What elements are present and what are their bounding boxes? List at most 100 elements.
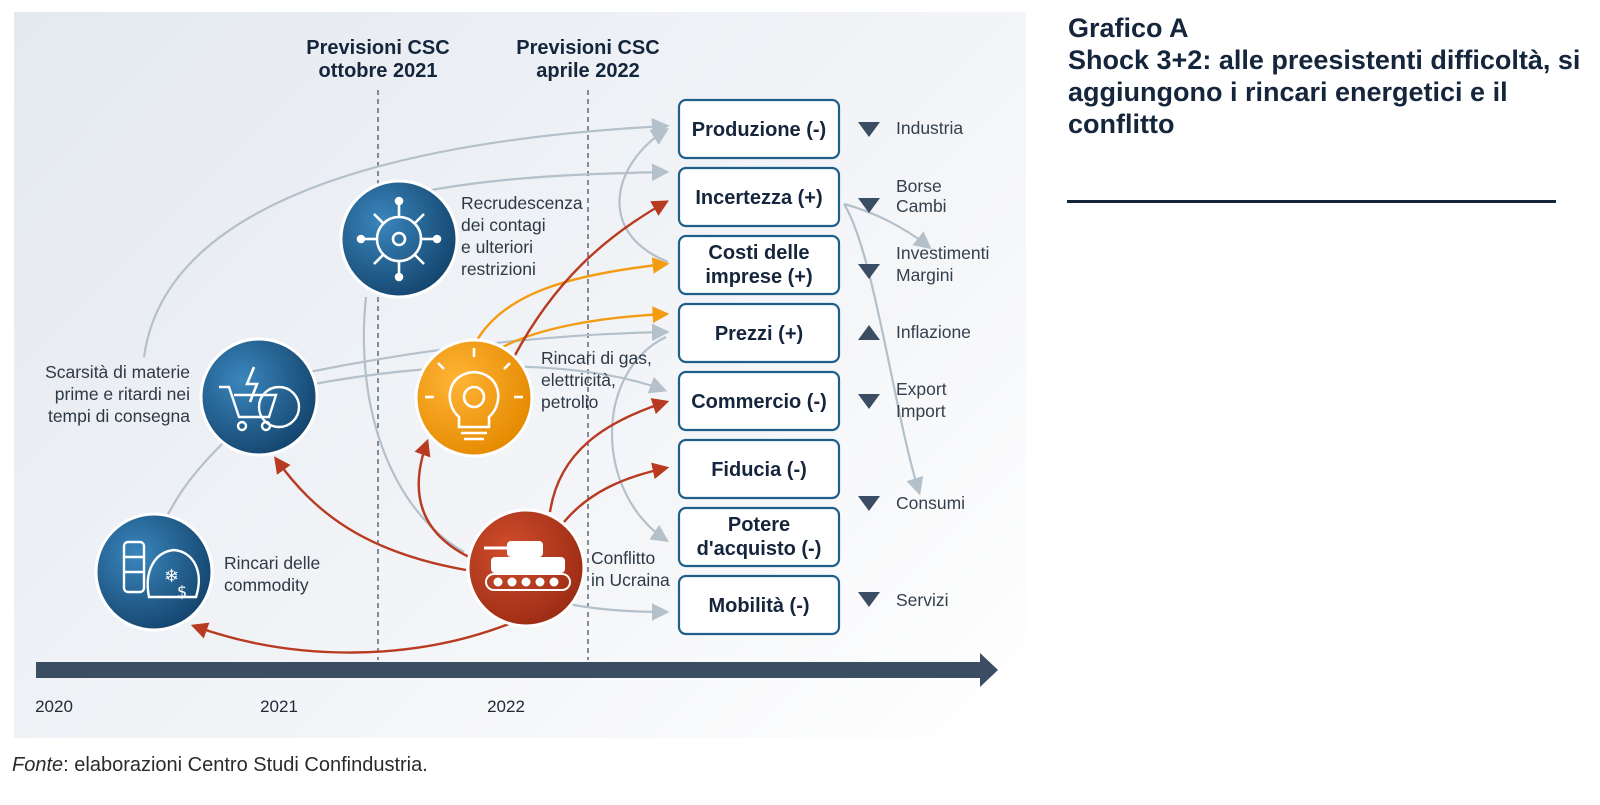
effect-box-costi: Costi delle imprese (+) [677,234,841,296]
year-label-2020: 2020 [35,697,73,716]
indicator-consumi: Consumi [858,493,965,513]
connector-energy-costi [474,257,670,343]
source-label: Fonte [12,754,64,776]
connector-incertezza-investimenti [843,202,932,250]
driver-supply-label-1: Scarsità di materie [45,362,190,382]
grey-connectors [142,117,932,621]
orange-connectors [474,257,670,354]
svg-text:Investimenti: Investimenti [896,243,989,263]
indicator-export-import: Export Import [858,379,947,421]
down-triangle-icon [858,394,880,409]
shock-diagram: Previsioni CSC ottobre 2021 Previsioni C… [35,37,998,716]
driver-commodity-label-1: Rincari delle [224,553,320,573]
driver-supply-label-2: prime e ritardi nei [55,384,190,404]
chart-title: Shock 3+2: alle preesistenti difficoltà,… [1068,45,1581,139]
effect-box-incertezza: Incertezza (+) [677,166,841,228]
commodity-icon: ❄ $ [122,540,200,601]
driver-war-label-1: Conflitto [591,548,655,568]
effect-box-commercio: Commercio (-) [677,370,841,432]
lightbulb-icon [425,348,523,441]
up-triangle-icon [858,325,880,340]
svg-text:Fiducia (-): Fiducia (-) [711,459,807,481]
svg-text:Produzione (-): Produzione (-) [692,119,826,141]
driver-covid [339,179,459,299]
svg-text:Costi delle: Costi delle [708,242,809,264]
indicator-investimenti-margini: Investimenti Margini [858,243,989,285]
driver-energy-label-3: petrolio [541,392,598,412]
forecast-label-2-line1: Previsioni CSC [516,37,659,59]
connector-energy-prezzi [493,306,670,354]
driver-covid-label-1: Recrudescenza [461,193,583,213]
tank-icon [484,541,571,591]
driver-commodity: ❄ $ [94,512,214,632]
svg-text:$: $ [177,582,187,601]
driver-covid-label-3: e ulteriori [461,237,533,257]
svg-text:Potere: Potere [728,514,790,536]
connector-war-energy [414,438,470,559]
svg-text:Servizi: Servizi [896,590,949,610]
svg-text:Prezzi (+): Prezzi (+) [715,323,803,345]
connector-supply-produzione [142,117,670,358]
driver-commodity-label-2: commodity [224,575,309,595]
virus-icon [356,196,442,282]
driver-covid-label-2: dei contagi [461,215,546,235]
driver-energy-label-2: elettricità, [541,370,616,390]
connector-prezzi-potere [611,336,669,542]
down-triangle-icon [858,198,880,213]
effect-box-mobilita: Mobilità (-) [677,574,841,636]
svg-text:Export: Export [896,379,947,399]
effect-box-fiducia: Fiducia (-) [677,438,841,500]
connector-war-fiducia [563,462,670,523]
connector-war-mobilita [558,600,670,621]
driver-energy-label-1: Rincari di gas, [541,348,652,368]
down-triangle-icon [858,122,880,137]
svg-text:❄: ❄ [164,566,179,587]
connector-war-supply [274,456,467,572]
effect-box-prezzi: Prezzi (+) [677,302,841,364]
connector-incertezza-consumi [843,203,924,496]
forecast-label-1-line1: Previsioni CSC [306,37,449,59]
svg-text:Cambi: Cambi [896,196,947,216]
indicator-inflazione: Inflazione [858,322,971,342]
down-triangle-icon [858,264,880,279]
svg-text:Consumi: Consumi [896,493,965,513]
year-label-2021: 2021 [260,697,298,716]
title-divider [1067,200,1556,203]
source-note: Fonte: elaborazioni Centro Studi Confind… [12,754,428,777]
svg-text:Mobilità (-): Mobilità (-) [708,595,809,617]
timeline-arrowhead [980,653,998,687]
driver-supply-label-3: tempi di consegna [48,406,190,426]
connector-war-commodity [190,620,515,654]
indicator-borse-cambi: Borse Cambi [858,176,947,216]
year-label-2022: 2022 [487,697,525,716]
connector-war-commercio [548,398,670,513]
driver-covid-label-4: restrizioni [461,259,536,279]
driver-war-label-2: in Ucraina [591,570,670,590]
svg-text:Margini: Margini [896,265,953,285]
down-triangle-icon [858,592,880,607]
driver-war [466,508,586,628]
red-connectors [190,200,670,654]
forecast-label-1-line2: ottobre 2021 [319,60,438,82]
svg-text:Industria: Industria [896,118,963,138]
svg-text:Inflazione: Inflazione [896,322,971,342]
figure-panel: Previsioni CSC ottobre 2021 Previsioni C… [14,12,1026,738]
effect-box-potere: Potere d'acquisto (-) [677,506,841,568]
connector-costi-produzione [618,128,669,264]
forecast-label-2-line2: aprile 2022 [536,60,639,82]
source-text: : elaborazioni Centro Studi Confindustri… [63,754,428,776]
svg-text:d'acquisto (-): d'acquisto (-) [697,538,822,560]
svg-text:Commercio (-): Commercio (-) [691,391,827,413]
chart-title-block: Grafico A Shock 3+2: alle preesistenti d… [1068,12,1588,140]
down-triangle-icon [858,496,880,511]
indicator-servizi: Servizi [858,590,949,610]
svg-text:Incertezza (+): Incertezza (+) [695,187,822,209]
timeline [36,653,998,687]
effect-box-produzione: Produzione (-) [677,98,841,160]
chart-title-label: Grafico A [1068,13,1189,43]
svg-text:imprese (+): imprese (+) [705,266,812,288]
cart-globe-icon [219,366,301,432]
timeline-bar [36,662,988,678]
indicator-industria: Industria [858,118,963,138]
driver-energy [414,338,534,458]
